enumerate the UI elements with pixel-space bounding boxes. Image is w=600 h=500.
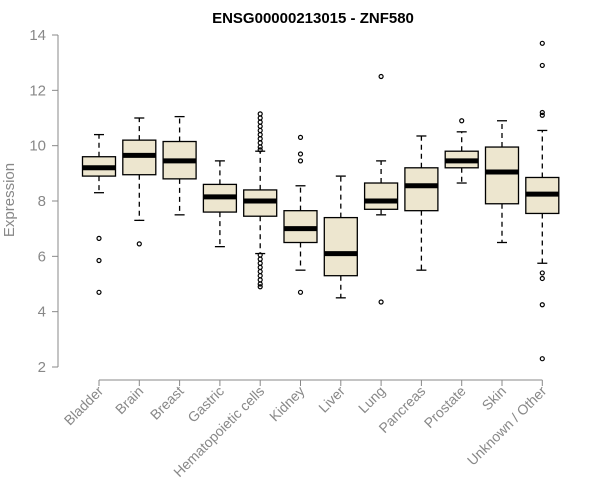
outlier-point: [257, 273, 263, 279]
y-tick-label: 4: [38, 304, 46, 321]
x-tick-label: Skin: [479, 383, 510, 414]
box-hematopoietic-cells: [243, 111, 278, 290]
box-prostate: [444, 118, 479, 184]
y-tick-label: 10: [29, 138, 46, 155]
y-tick-label: 12: [29, 82, 46, 99]
outlier-point: [297, 151, 304, 157]
x-tick-label: Breast: [147, 383, 187, 423]
outlier-point: [257, 264, 263, 270]
iqr-box: [484, 146, 520, 205]
x-tick-label: Prostate: [421, 383, 469, 431]
x-tick-label: Lung: [355, 383, 388, 416]
y-tick-label: 2: [38, 359, 46, 376]
outlier-point: [257, 111, 263, 117]
outlier-point: [96, 289, 102, 295]
box-kidney: [283, 134, 318, 295]
y-tick-label: 14: [29, 27, 46, 44]
outlier-point: [257, 127, 263, 134]
iqr-box: [404, 167, 439, 212]
outlier-point: [96, 235, 102, 241]
x-tick-label: Bladder: [61, 383, 107, 429]
outlier-point: [539, 62, 545, 69]
outlier-point: [257, 281, 263, 287]
outlier-point: [378, 299, 384, 305]
outlier-point: [539, 40, 545, 46]
outlier-point: [297, 134, 304, 140]
outlier-point: [257, 256, 263, 262]
box-breast: [162, 115, 197, 216]
box-gastric: [202, 160, 238, 248]
outlier-point: [539, 356, 545, 362]
outlier-point: [136, 241, 142, 247]
x-tick-label: Kidney: [266, 383, 308, 425]
outlier-point: [539, 302, 545, 308]
outlier-point: [539, 109, 545, 116]
outlier-point: [257, 144, 263, 150]
outlier-point: [257, 260, 263, 266]
outlier-point: [257, 140, 263, 146]
outlier-point: [539, 270, 545, 276]
outlier-point: [257, 123, 263, 129]
outlier-point: [96, 257, 102, 264]
box-skin: [484, 120, 520, 244]
iqr-box: [323, 216, 358, 277]
outlier-point: [257, 132, 263, 138]
box-lung: [363, 73, 399, 305]
outlier-point: [257, 136, 263, 142]
chart-title: ENSG00000213015 - ZNF580: [212, 10, 414, 27]
iqr-box: [363, 182, 399, 210]
y-tick-label: 6: [38, 248, 46, 265]
outlier-point: [539, 112, 545, 118]
x-tick-label: Liver: [315, 383, 348, 416]
outlier-point: [257, 268, 263, 275]
y-axis: 2 4 6 8 10 12 14: [29, 27, 59, 376]
box-brain: [122, 117, 157, 247]
outlier-point: [257, 119, 263, 125]
outlier-point: [459, 118, 465, 124]
outlier-point: [378, 73, 384, 80]
outlier-point: [297, 158, 304, 164]
outlier-point: [257, 115, 263, 121]
y-axis-label: Expression: [1, 163, 18, 237]
box-pancreas: [404, 135, 439, 271]
outlier-point: [257, 147, 263, 153]
x-tick-label: Brain: [112, 383, 146, 417]
plot-area: [81, 40, 560, 362]
outlier-point: [257, 284, 263, 290]
outlier-point: [297, 289, 304, 295]
y-tick-label: 8: [38, 193, 46, 210]
outlier-point: [257, 277, 263, 283]
outlier-point: [539, 275, 545, 282]
box-bladder: [81, 133, 117, 295]
box-unknown-other: [525, 40, 560, 362]
box-liver: [323, 175, 358, 299]
